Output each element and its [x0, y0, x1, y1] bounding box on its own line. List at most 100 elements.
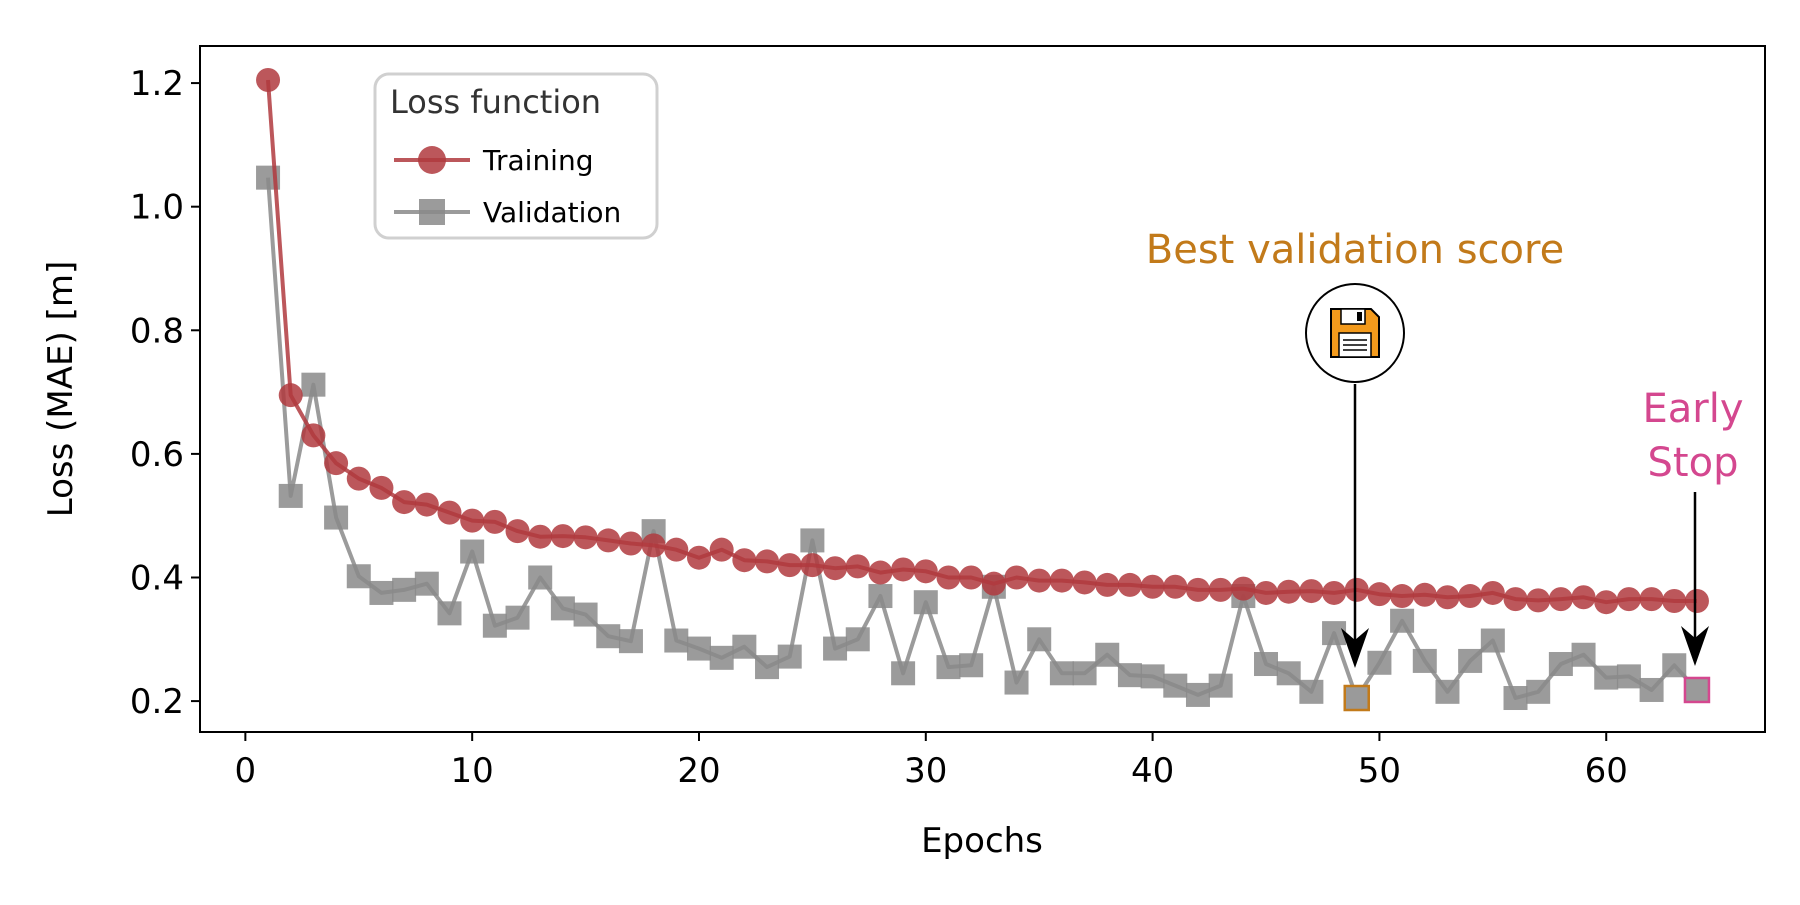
- series-layer: [256, 67, 1711, 712]
- data-point-training: [823, 556, 848, 581]
- x-tick-label: 40: [1131, 751, 1174, 791]
- data-point-validation: [1639, 677, 1664, 702]
- data-point-training: [981, 571, 1006, 596]
- data-point-training: [392, 490, 417, 515]
- data-point-training: [1503, 587, 1528, 612]
- data-point-training: [1185, 577, 1210, 602]
- data-point-training: [891, 557, 916, 582]
- data-point-training: [1367, 582, 1392, 607]
- data-point-training: [1662, 588, 1687, 613]
- data-point-validation: [1299, 679, 1324, 704]
- y-axis-label: Loss (MAE) [m]: [41, 261, 81, 517]
- data-point-training: [1390, 584, 1415, 609]
- data-point-training: [1639, 587, 1664, 612]
- data-point-training: [1322, 580, 1347, 605]
- data-point-validation: [596, 624, 621, 649]
- data-point-training: [1276, 579, 1301, 604]
- data-point-validation: [800, 528, 825, 553]
- data-point-training: [1072, 570, 1097, 595]
- data-point-training: [732, 548, 757, 573]
- data-point-training: [913, 559, 938, 584]
- data-point-validation: [1208, 673, 1233, 698]
- data-point-validation: [369, 580, 394, 605]
- data-point-training: [278, 383, 303, 408]
- data-point-validation: [777, 644, 802, 669]
- y-tick-label: 0.6: [130, 435, 184, 475]
- data-point-validation: [891, 661, 916, 686]
- data-point-training: [482, 509, 507, 534]
- x-tick-label: 20: [677, 751, 720, 791]
- data-point-validation: [823, 636, 848, 661]
- best-validation-annotation: Best validation score: [1146, 227, 1564, 668]
- data-point-training: [1004, 565, 1029, 590]
- data-point-validation: [1548, 652, 1573, 677]
- data-point-training: [1117, 572, 1142, 597]
- data-point-validation: [1390, 608, 1415, 633]
- data-point-validation: [1594, 665, 1619, 690]
- data-point-training: [777, 553, 802, 578]
- data-point-validation: [686, 636, 711, 661]
- data-point-training: [1299, 579, 1324, 604]
- data-point-validation: [1117, 663, 1142, 688]
- data-point-validation: [346, 564, 371, 589]
- data-point-validation: [278, 483, 303, 508]
- data-point-validation: [755, 655, 780, 680]
- data-point-validation: [1163, 673, 1188, 698]
- data-point-training: [1548, 587, 1573, 612]
- x-tick-label: 0: [235, 751, 257, 791]
- data-point-training: [618, 531, 643, 556]
- y-tick-label: 0.2: [130, 682, 184, 722]
- data-point-validation: [1662, 653, 1687, 678]
- data-point-training: [1412, 582, 1437, 607]
- data-point-training: [755, 549, 780, 574]
- data-point-validation: [505, 605, 530, 630]
- legend-title: Loss function: [390, 83, 601, 121]
- data-point-training: [868, 560, 893, 585]
- data-point-training: [845, 554, 870, 579]
- data-point-validation: [1254, 652, 1279, 677]
- data-point-training: [1163, 574, 1188, 599]
- data-point-training: [1594, 590, 1619, 615]
- y-tick-label: 0.4: [130, 558, 184, 598]
- data-point-validation: [1571, 642, 1596, 667]
- data-point-training: [1049, 568, 1074, 593]
- data-point-training: [800, 553, 825, 578]
- data-point-validation: [913, 590, 938, 615]
- data-point-validation: [482, 613, 507, 638]
- floppy-disk-icon: [1330, 308, 1380, 358]
- legend-marker-training: [418, 146, 446, 174]
- early-stop-label-line1: Early: [1642, 386, 1743, 432]
- data-point-training: [369, 475, 394, 500]
- x-axis-label: Epochs: [921, 821, 1043, 861]
- data-point-validation: [1412, 648, 1437, 673]
- legend-label-training: Training: [482, 144, 593, 177]
- data-point-validation: [1049, 661, 1074, 686]
- data-point-validation: [1140, 664, 1165, 689]
- data-point-training: [346, 466, 371, 491]
- data-point-validation: [437, 601, 462, 626]
- data-point-validation: [618, 629, 643, 654]
- best-arrowhead: [1341, 628, 1369, 668]
- data-point-training: [1480, 580, 1505, 605]
- data-point-validation: [1367, 650, 1392, 675]
- data-point-validation: [573, 602, 598, 627]
- data-point-training: [1684, 588, 1709, 613]
- data-point-validation: [1435, 679, 1460, 704]
- data-point-validation: [1004, 670, 1029, 695]
- best-validation-point: [1343, 684, 1370, 712]
- data-point-training: [1458, 584, 1483, 609]
- data-point-training: [1254, 580, 1279, 605]
- best-validation-label: Best validation score: [1146, 227, 1564, 273]
- data-point-validation: [959, 653, 984, 678]
- data-point-validation: [1458, 648, 1483, 673]
- data-point-validation: [664, 628, 689, 653]
- data-point-training: [936, 565, 961, 590]
- series-training: [256, 67, 1709, 615]
- data-point-validation: [550, 596, 575, 621]
- data-point-validation: [1276, 661, 1301, 686]
- data-point-training: [437, 500, 462, 525]
- data-point-validation: [845, 627, 870, 652]
- data-point-training: [686, 545, 711, 570]
- data-point-validation: [301, 372, 326, 397]
- data-point-validation: [1616, 664, 1641, 689]
